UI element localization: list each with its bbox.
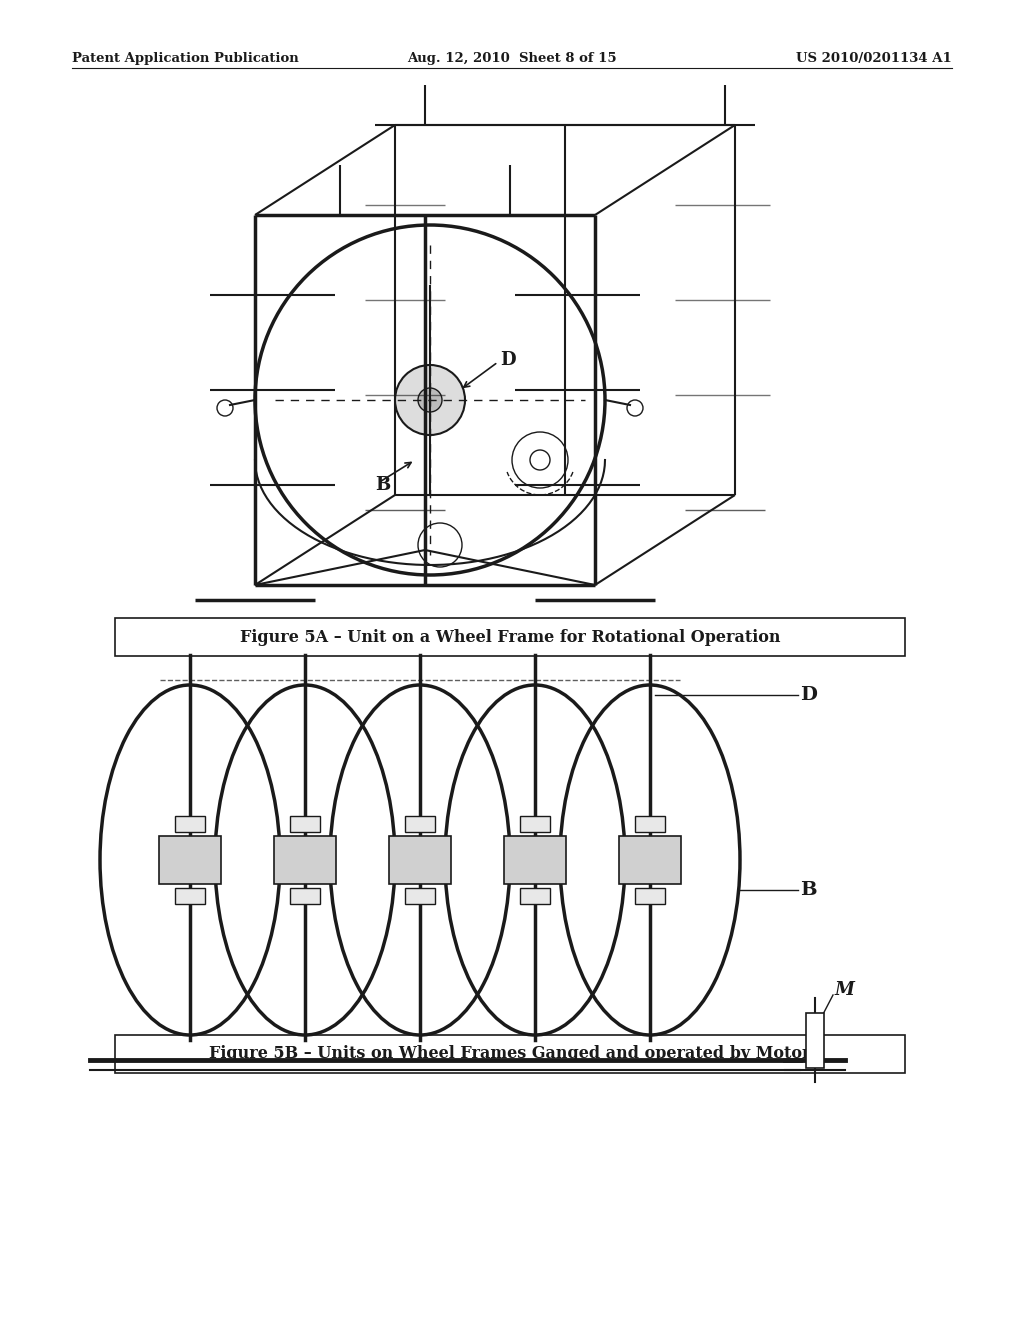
Bar xyxy=(290,816,319,832)
Text: D: D xyxy=(500,351,516,370)
Text: B: B xyxy=(800,880,816,899)
Bar xyxy=(635,816,665,832)
Bar xyxy=(806,1012,824,1068)
Bar xyxy=(175,888,205,904)
Bar xyxy=(290,888,319,904)
Bar xyxy=(504,836,566,884)
Text: M: M xyxy=(835,981,855,999)
Bar xyxy=(406,888,435,904)
Text: Figure 5B – Units on Wheel Frames Ganged and operated by Motor: Figure 5B – Units on Wheel Frames Ganged… xyxy=(209,1045,811,1063)
Bar xyxy=(635,888,665,904)
Bar xyxy=(159,836,221,884)
Bar xyxy=(389,836,451,884)
Text: Figure 5A – Unit on a Wheel Frame for Rotational Operation: Figure 5A – Unit on a Wheel Frame for Ro… xyxy=(240,628,780,645)
Ellipse shape xyxy=(445,685,625,1035)
Bar xyxy=(175,816,205,832)
Bar xyxy=(618,836,681,884)
Text: US 2010/0201134 A1: US 2010/0201134 A1 xyxy=(797,51,952,65)
Ellipse shape xyxy=(560,685,740,1035)
Bar xyxy=(274,836,336,884)
Text: D: D xyxy=(800,686,817,704)
Bar xyxy=(115,618,905,656)
Bar xyxy=(520,888,550,904)
Bar xyxy=(520,816,550,832)
Ellipse shape xyxy=(100,685,280,1035)
Text: Patent Application Publication: Patent Application Publication xyxy=(72,51,299,65)
Ellipse shape xyxy=(330,685,510,1035)
Bar xyxy=(406,816,435,832)
Circle shape xyxy=(418,388,442,412)
Ellipse shape xyxy=(215,685,395,1035)
Circle shape xyxy=(395,366,465,436)
Text: Aug. 12, 2010  Sheet 8 of 15: Aug. 12, 2010 Sheet 8 of 15 xyxy=(408,51,616,65)
Bar xyxy=(115,1035,905,1073)
Text: B: B xyxy=(375,477,390,494)
